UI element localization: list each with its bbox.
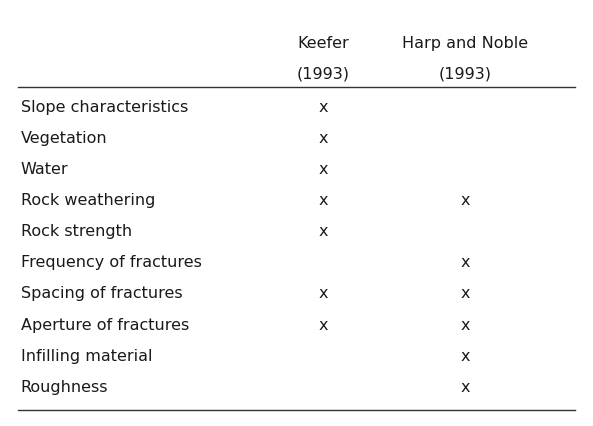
Text: Vegetation: Vegetation xyxy=(21,131,107,146)
Text: x: x xyxy=(318,162,328,177)
Text: Roughness: Roughness xyxy=(21,380,109,395)
Text: Water: Water xyxy=(21,162,68,177)
Text: Infilling material: Infilling material xyxy=(21,348,152,364)
Text: Spacing of fractures: Spacing of fractures xyxy=(21,286,183,302)
Text: x: x xyxy=(461,255,470,271)
Text: Aperture of fractures: Aperture of fractures xyxy=(21,317,189,333)
Text: x: x xyxy=(461,286,470,302)
Text: (1993): (1993) xyxy=(296,66,350,81)
Text: x: x xyxy=(318,131,328,146)
Text: x: x xyxy=(461,380,470,395)
Text: x: x xyxy=(318,193,328,208)
Text: Harp and Noble: Harp and Noble xyxy=(403,36,528,51)
Text: Slope characteristics: Slope characteristics xyxy=(21,100,188,115)
Text: x: x xyxy=(461,348,470,364)
Text: (1993): (1993) xyxy=(439,66,492,81)
Text: x: x xyxy=(318,100,328,115)
Text: x: x xyxy=(461,317,470,333)
Text: Frequency of fractures: Frequency of fractures xyxy=(21,255,202,271)
Text: x: x xyxy=(318,286,328,302)
Text: Rock weathering: Rock weathering xyxy=(21,193,155,208)
Text: x: x xyxy=(318,317,328,333)
Text: Keefer: Keefer xyxy=(297,36,349,51)
Text: x: x xyxy=(461,193,470,208)
Text: x: x xyxy=(318,224,328,239)
Text: Rock strength: Rock strength xyxy=(21,224,132,239)
